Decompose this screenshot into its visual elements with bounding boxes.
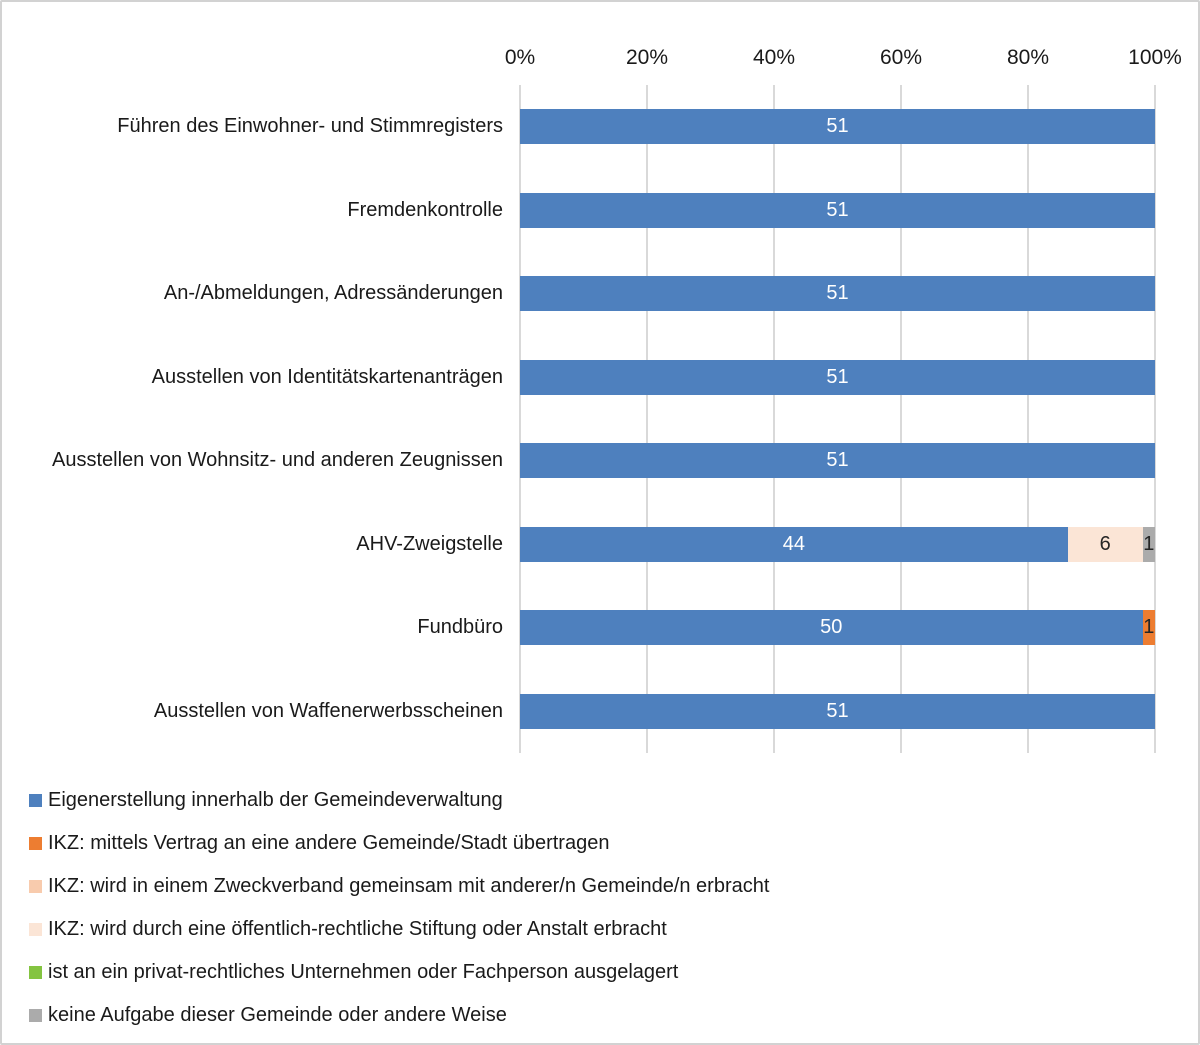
bar-value-label: 50	[820, 616, 843, 639]
stacked-bar: 44 6 1	[520, 526, 1155, 562]
bar-row: 50 1	[520, 586, 1155, 670]
axis-tick-label: 0%	[504, 46, 536, 69]
bar-value-label: 51	[826, 449, 849, 472]
category-label: Ausstellen von Identitätskartenanträgen	[151, 365, 503, 388]
x-axis-top: 0% 20% 40% 60% 80% 100%	[2, 46, 1198, 76]
bar-value-label: 51	[826, 282, 849, 305]
gridline	[900, 85, 902, 753]
gridline	[1027, 85, 1029, 753]
bar-row: 51	[520, 169, 1155, 253]
category-label: Fundbüro	[417, 616, 503, 639]
legend-item: keine Aufgabe dieser Gemeinde oder ander…	[29, 994, 1179, 1037]
category-axis: Führen des Einwohner- und Stimmregisters…	[4, 85, 520, 753]
legend-color-swatch-icon	[29, 1009, 42, 1022]
legend-item: IKZ: mittels Vertrag an eine andere Geme…	[29, 822, 1179, 865]
plot-area: 51 51 51 51 51 44 6 1 50 1 51	[519, 85, 1156, 753]
bar-value-label: 51	[826, 699, 849, 722]
legend-label: ist an ein privat-rechtliches Unternehme…	[48, 961, 679, 983]
legend-color-swatch-icon	[29, 923, 42, 936]
legend-label: keine Aufgabe dieser Gemeinde oder ander…	[48, 1004, 507, 1026]
bar-segment: 51	[520, 693, 1155, 729]
legend-label: IKZ: mittels Vertrag an eine andere Geme…	[48, 832, 610, 854]
legend-item: ist an ein privat-rechtliches Unternehme…	[29, 951, 1179, 994]
bar-segment: 51	[520, 359, 1155, 395]
gridline	[519, 85, 521, 753]
stacked-bar: 51	[520, 192, 1155, 228]
legend-color-swatch-icon	[29, 880, 42, 893]
bar-value-label: 51	[826, 365, 849, 388]
stacked-bar: 50 1	[520, 610, 1155, 646]
gridline	[773, 85, 775, 753]
bar-value-label: 44	[782, 532, 806, 555]
gridline	[646, 85, 648, 753]
bar-segment: 1	[1142, 526, 1155, 562]
axis-tick-label: 100%	[1128, 46, 1182, 69]
stacked-bar: 51	[520, 276, 1155, 312]
bar-value-label: 6	[1099, 532, 1111, 555]
stacked-bar: 51	[520, 693, 1155, 729]
bar-row: 51	[520, 336, 1155, 420]
category-label: Ausstellen von Waffenerwerbsscheinen	[153, 699, 503, 722]
bar-segment: 51	[520, 276, 1155, 312]
legend-label: IKZ: wird durch eine öffentlich-rechtlic…	[48, 918, 667, 940]
bar-segment: 51	[520, 192, 1155, 228]
bar-segment: 51	[520, 109, 1155, 145]
bar-segment: 44	[520, 526, 1068, 562]
category-label: An-/Abmeldungen, Adressänderungen	[163, 282, 503, 305]
legend-label: Eigenerstellung innerhalb der Gemeindeve…	[48, 789, 503, 811]
legend-color-swatch-icon	[29, 794, 42, 807]
category-label: Ausstellen von Wohnsitz- und anderen Zeu…	[51, 449, 503, 472]
bar-segment: 50	[520, 610, 1143, 646]
bar-row: 51	[520, 252, 1155, 336]
axis-tick-label: 40%	[752, 46, 796, 69]
legend-item: IKZ: wird durch eine öffentlich-rechtlic…	[29, 908, 1179, 951]
bar-value-label: 51	[826, 198, 849, 221]
bar-segment: 6	[1067, 526, 1143, 562]
category-label: AHV-Zweigstelle	[356, 532, 503, 555]
bar-row: 44 6 1	[520, 503, 1155, 587]
axis-tick-label: 80%	[1006, 46, 1050, 69]
legend-color-swatch-icon	[29, 966, 42, 979]
stacked-bar: 51	[520, 359, 1155, 395]
bar-value-label: 1	[1143, 532, 1155, 555]
stacked-bar: 51	[520, 109, 1155, 145]
legend: Eigenerstellung innerhalb der Gemeindeve…	[29, 779, 1179, 1037]
gridline	[1154, 85, 1156, 753]
stacked-bar: 51	[520, 443, 1155, 479]
bar-row: 51	[520, 670, 1155, 754]
bar-row: 51	[520, 419, 1155, 503]
category-label: Führen des Einwohner- und Stimmregisters	[117, 115, 503, 138]
legend-color-swatch-icon	[29, 837, 42, 850]
bar-value-label: 1	[1143, 616, 1155, 639]
bar-value-label: 51	[826, 115, 849, 138]
legend-item: Eigenerstellung innerhalb der Gemeindeve…	[29, 779, 1179, 822]
axis-tick-label: 20%	[625, 46, 669, 69]
category-label: Fremdenkontrolle	[347, 198, 503, 221]
axis-tick-label: 60%	[879, 46, 923, 69]
legend-label: IKZ: wird in einem Zweckverband gemeinsa…	[48, 875, 770, 897]
bar-row: 51	[520, 85, 1155, 169]
bar-segment: 51	[520, 443, 1155, 479]
bar-rows: 51 51 51 51 51 44 6 1 50 1 51	[520, 85, 1155, 753]
legend-item: IKZ: wird in einem Zweckverband gemeinsa…	[29, 865, 1179, 908]
bar-segment: 1	[1142, 610, 1155, 646]
